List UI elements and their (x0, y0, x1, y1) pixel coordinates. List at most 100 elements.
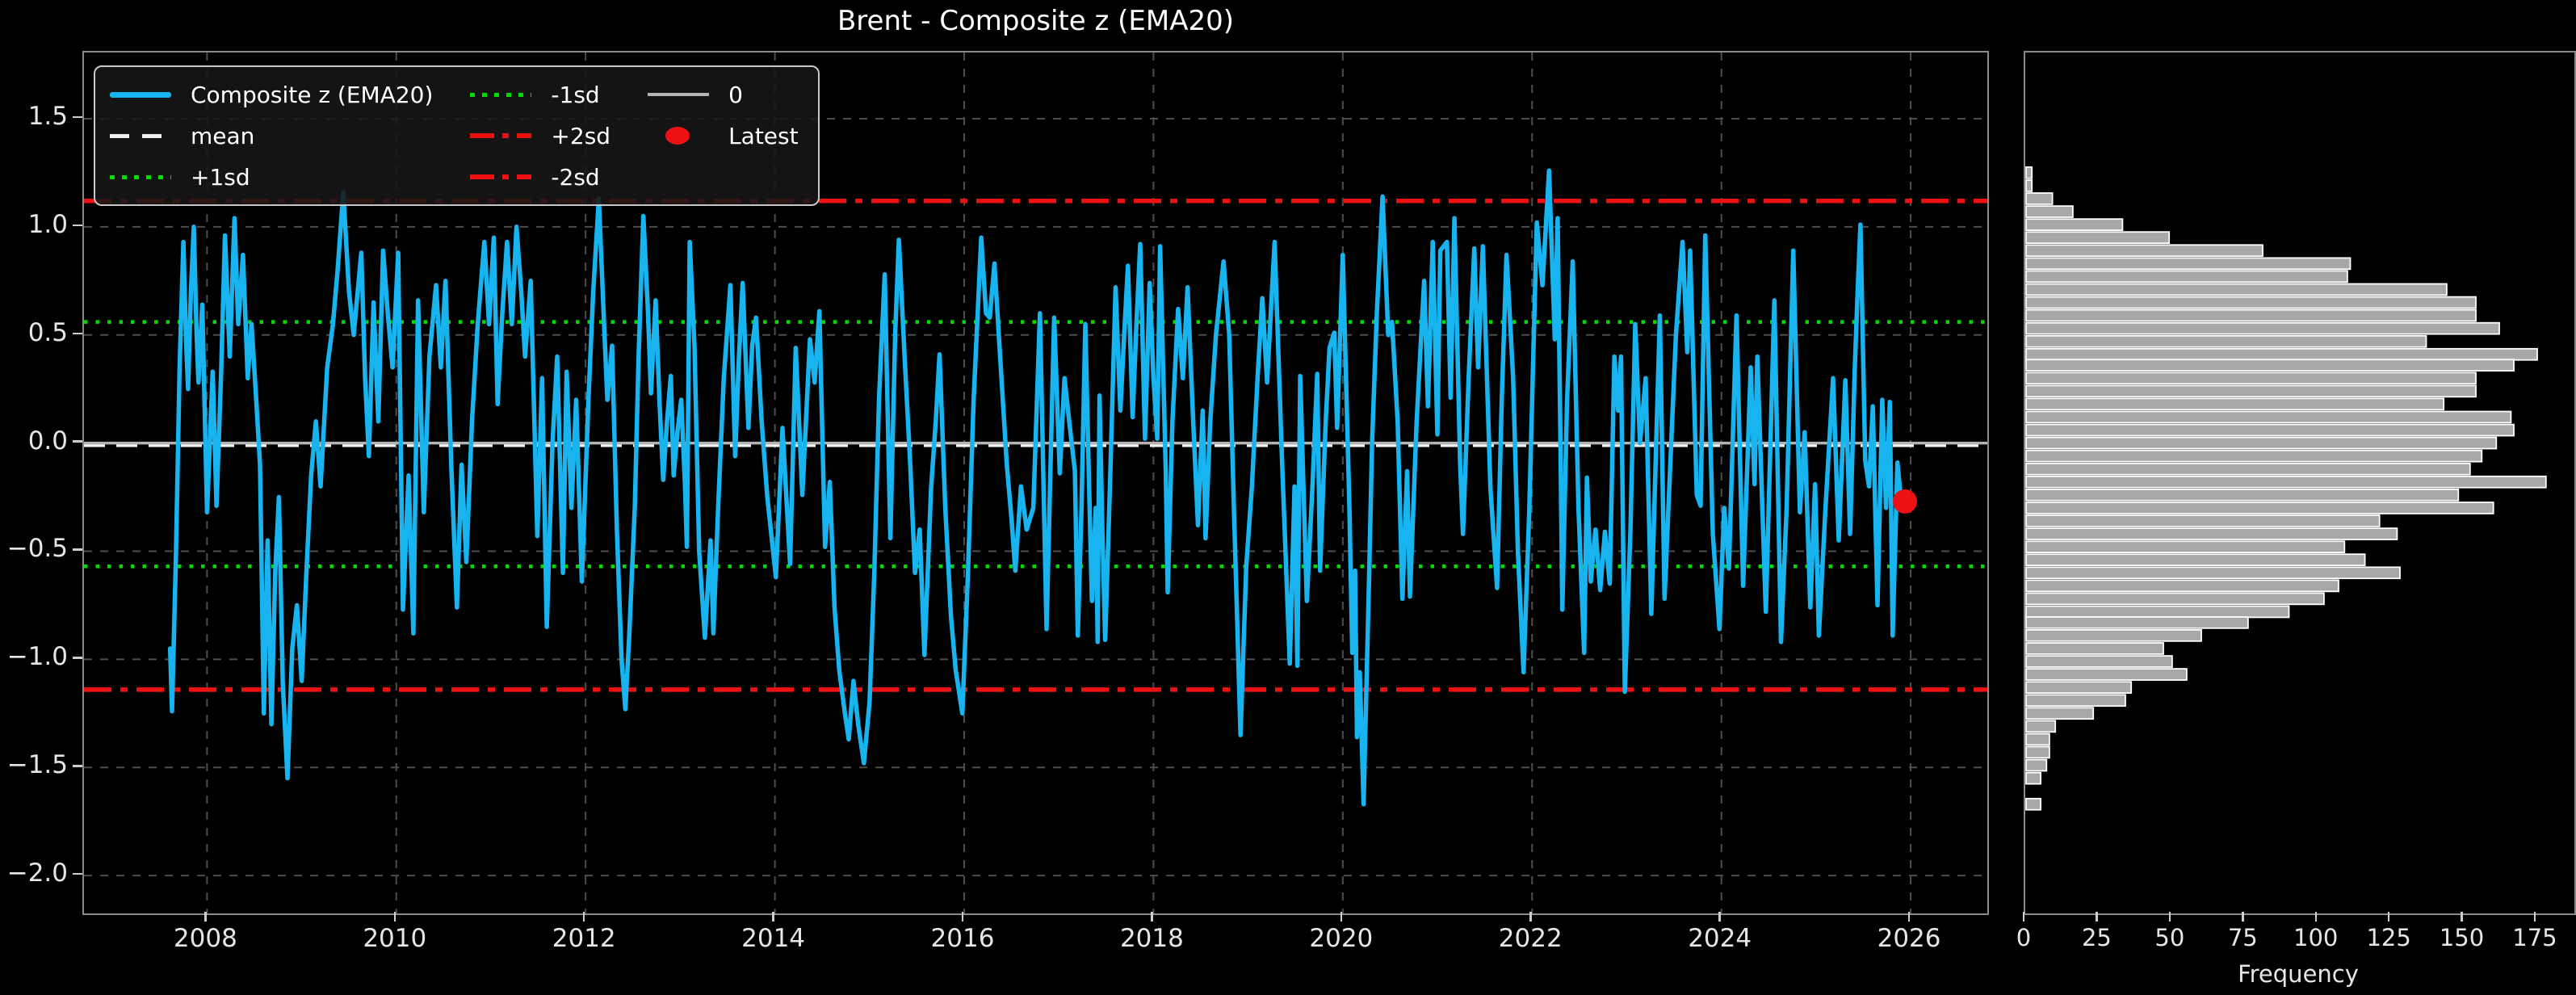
hist-x-tick-mark (2314, 912, 2317, 922)
legend-label-composite: Composite z (EMA20) (191, 81, 434, 108)
x-tick-label: 2010 (363, 924, 427, 953)
hist-x-tick-label: 100 (2293, 924, 2339, 951)
histogram-bar (2025, 192, 2054, 205)
y-tick-label: 1.5 (27, 101, 68, 131)
hist-x-tick-mark (2096, 912, 2098, 922)
legend-item-plus1sd: +1sd (110, 161, 433, 193)
y-tick-mark (73, 332, 82, 334)
histogram-bar (2025, 527, 2398, 540)
plus2sd-line-swatch-icon (470, 133, 532, 138)
histogram-bar (2025, 334, 2427, 348)
histogram-bar (2025, 205, 2074, 218)
histogram-bar (2025, 514, 2381, 527)
histogram-bar (2025, 423, 2515, 437)
hist-x-tick-mark (2387, 912, 2390, 922)
x-tick-label: 2022 (1498, 924, 1563, 953)
legend-column-3: 0 Latest (648, 78, 799, 152)
histogram-bar (2025, 745, 2050, 759)
hist-x-tick-label: 125 (2366, 924, 2411, 951)
histogram-bar (2025, 733, 2050, 746)
histogram-bar (2025, 605, 2290, 619)
hist-x-tick-mark (2461, 912, 2463, 922)
plus1sd-line-swatch-icon (110, 174, 171, 179)
x-tick-label: 2024 (1688, 924, 1752, 953)
hist-x-tick-mark (2022, 912, 2025, 922)
hist-x-tick-mark (2533, 912, 2536, 922)
y-tick-mark (73, 115, 82, 119)
hist-xaxis-label: Frequency (2238, 960, 2359, 988)
histogram-bar (2025, 397, 2445, 411)
legend-label-mean: mean (191, 122, 255, 149)
histogram-bar (2025, 257, 2352, 271)
x-tick-label: 2008 (173, 924, 237, 953)
histogram-bar (2025, 166, 2033, 179)
minus1sd-line-swatch-icon (470, 92, 532, 97)
x-tick-label: 2016 (930, 924, 995, 953)
legend-item-plus2sd: +2sd (470, 120, 610, 152)
x-tick-label: 2018 (1119, 924, 1184, 953)
main-plot-area: Composite z (EMA20) mean +1sd -1sd (82, 51, 1989, 915)
histogram-bar (2025, 218, 2124, 231)
x-tick-mark (961, 912, 964, 922)
y-tick-mark (73, 548, 82, 551)
legend-label-minus1sd: -1sd (551, 81, 600, 108)
legend-item-latest: Latest (648, 120, 799, 152)
legend-column-2: -1sd +2sd -2sd (470, 78, 610, 193)
histogram-bar (2025, 694, 2126, 707)
hist-x-tick-label: 25 (2081, 924, 2112, 951)
y-tick-label: −0.5 (6, 534, 68, 564)
histogram-bar (2025, 270, 2348, 283)
composite-line-swatch-icon (110, 91, 171, 98)
legend-item-minus2sd: -2sd (470, 161, 610, 193)
hist-x-tick-label: 150 (2439, 924, 2485, 951)
x-tick-mark (582, 912, 585, 922)
histogram-bar (2025, 489, 2460, 502)
hist-x-tick-label: 0 (2016, 924, 2032, 951)
frequency-histogram (2025, 166, 2547, 811)
composite-z-line (167, 168, 1904, 807)
histogram-bar (2025, 462, 2471, 476)
histogram-bar (2025, 553, 2366, 567)
latest-point-marker (1893, 489, 1918, 514)
legend-label-latest: Latest (728, 122, 799, 149)
histogram-bar (2025, 244, 2263, 258)
histogram-bar (2025, 771, 2042, 785)
histogram-bar (2025, 359, 2515, 372)
hist-x-tick-label: 75 (2227, 924, 2258, 951)
x-tick-mark (204, 912, 207, 922)
legend-label-minus2sd: -2sd (551, 163, 600, 191)
x-tick-mark (1718, 912, 1721, 922)
histogram-bar (2025, 502, 2494, 514)
y-tick-label: 0.0 (27, 426, 68, 456)
histogram-bar (2025, 681, 2133, 695)
zero-line-swatch-icon (648, 93, 710, 96)
legend-box: Composite z (EMA20) mean +1sd -1sd (94, 65, 820, 206)
histogram-bar (2025, 720, 2057, 733)
legend-item-minus1sd: -1sd (470, 78, 610, 111)
legend-column-1: Composite z (EMA20) mean +1sd (110, 78, 433, 193)
y-tick-label: −1.5 (6, 750, 68, 780)
x-tick-mark (1529, 912, 1532, 922)
timeseries-plot (84, 52, 1987, 913)
histogram-bar (2025, 592, 2325, 606)
histogram-bar (2025, 384, 2477, 398)
x-tick-mark (772, 912, 774, 922)
legend-item-composite: Composite z (EMA20) (110, 78, 433, 111)
histogram-bar (2025, 436, 2498, 450)
x-tick-mark (393, 912, 396, 922)
legend-label-plus2sd: +2sd (551, 122, 611, 149)
histogram-bar (2025, 179, 2033, 192)
histogram-bar (2025, 668, 2188, 681)
x-tick-label: 2026 (1877, 924, 1941, 953)
mean-line-swatch-icon (110, 133, 171, 138)
y-tick-label: −1.0 (6, 642, 68, 672)
y-tick-mark (73, 657, 82, 659)
histogram-bar (2025, 616, 2249, 629)
legend-label-zero: 0 (728, 81, 743, 108)
histogram-bar (2025, 758, 2048, 772)
x-tick-label: 2014 (741, 924, 806, 953)
histogram-bar (2025, 231, 2171, 244)
histogram-bar (2025, 579, 2339, 593)
histogram-bar (2025, 309, 2477, 322)
